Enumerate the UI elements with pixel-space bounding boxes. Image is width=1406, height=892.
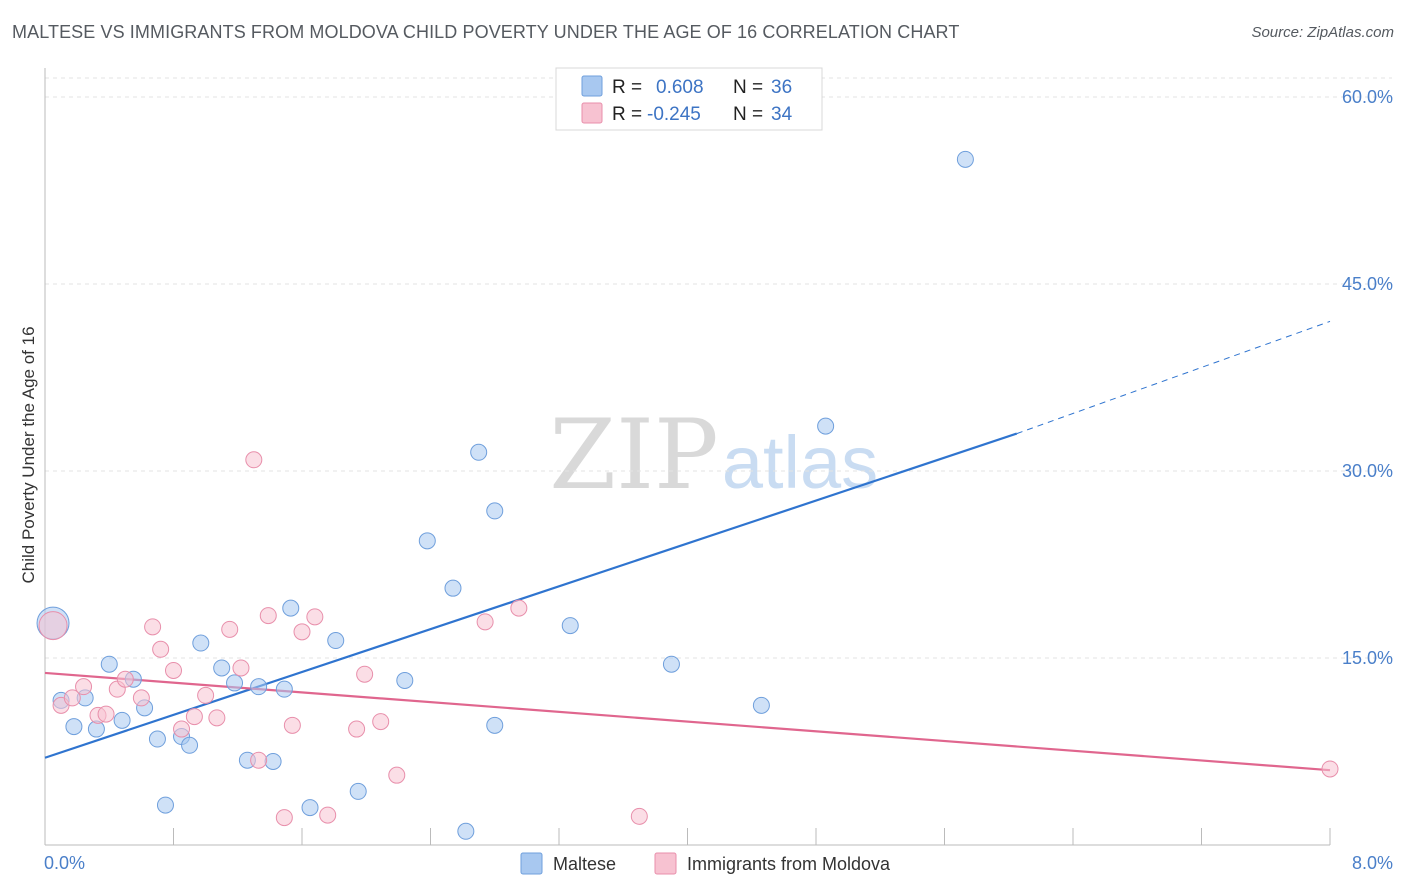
- point-maltese-21: [301, 799, 319, 817]
- point-maltese-9: [148, 730, 166, 748]
- point-maltese-13: [192, 634, 210, 652]
- point-maltese-10: [156, 796, 174, 814]
- point-moldova-14: [197, 686, 215, 704]
- point-moldova-16: [221, 620, 239, 638]
- x-tick-labels: 0.0% 8.0%: [44, 853, 1393, 873]
- legend-r-value-maltese: 0.608: [656, 77, 704, 98]
- point-moldova-33: [1321, 760, 1339, 778]
- point-moldova-9: [144, 618, 162, 636]
- point-moldova-13: [185, 708, 203, 726]
- point-maltese-26: [444, 579, 462, 597]
- legend-n-label-maltese: N =: [733, 77, 763, 98]
- y-tick-label-1: 30.0%: [1342, 461, 1393, 481]
- point-moldova-30: [476, 613, 494, 631]
- point-moldova-27: [356, 665, 374, 683]
- legend-r-label-moldova: R =: [612, 104, 642, 125]
- point-maltese-12: [181, 736, 199, 754]
- legend-r-label-maltese: R =: [612, 77, 642, 98]
- point-maltese-18: [264, 752, 282, 770]
- point-maltese-17: [250, 678, 268, 696]
- trend-line-extension-0: [1016, 320, 1331, 435]
- y-tick-label-3: 60.0%: [1342, 87, 1393, 107]
- point-moldova-23: [293, 623, 311, 641]
- bottom-legend-swatch-maltese: [520, 852, 543, 875]
- watermark-atlas: atlas: [722, 421, 878, 504]
- point-moldova-8: [132, 689, 150, 707]
- axes: [44, 68, 1331, 846]
- point-moldova-28: [372, 713, 390, 731]
- legend-swatch-moldova: [581, 102, 603, 124]
- point-maltese-35: [956, 150, 974, 168]
- point-moldova-5: [97, 705, 115, 723]
- point-moldova-21: [275, 809, 293, 827]
- bottom-legend-swatch-moldova: [654, 852, 677, 875]
- chart-source: Source: ZipAtlas.com: [1251, 24, 1394, 41]
- point-maltese-30: [486, 502, 504, 520]
- point-moldova-2: [63, 689, 81, 707]
- point-maltese-29: [486, 716, 504, 734]
- y-tick-label-2: 45.0%: [1342, 274, 1393, 294]
- point-maltese-22: [327, 632, 345, 650]
- legend-r-value-moldova: -0.245: [647, 104, 701, 125]
- series-legend: Maltese Immigrants from Moldova: [520, 852, 891, 875]
- point-maltese-27: [457, 822, 475, 840]
- y-tick-label-0: 15.0%: [1342, 648, 1393, 668]
- watermark: ZIP atlas: [549, 399, 878, 511]
- bottom-legend-label-moldova: Immigrants from Moldova: [687, 854, 891, 874]
- point-maltese-15: [226, 674, 244, 692]
- y-tick-labels: 15.0% 30.0% 45.0% 60.0%: [1342, 87, 1393, 668]
- watermark-zip: ZIP: [549, 399, 718, 511]
- point-maltese-34: [817, 417, 835, 435]
- point-moldova-26: [348, 720, 366, 738]
- legend-n-value-moldova: 34: [771, 104, 793, 125]
- point-moldova-24: [306, 608, 324, 626]
- x-tick-label-0: 0.0%: [44, 853, 85, 873]
- point-maltese-5: [100, 655, 118, 673]
- point-maltese-33: [752, 696, 770, 714]
- point-maltese-20: [282, 599, 300, 617]
- y-axis-label: Child Poverty Under the Age of 16: [19, 326, 38, 583]
- point-moldova-17: [232, 659, 250, 677]
- point-moldova-12: [173, 720, 191, 738]
- point-moldova-18: [245, 451, 263, 469]
- point-moldova-0: [38, 611, 68, 641]
- point-moldova-20: [259, 607, 277, 625]
- point-moldova-31: [510, 599, 528, 617]
- point-maltese-6: [113, 711, 131, 729]
- point-maltese-32: [662, 655, 680, 673]
- point-moldova-10: [152, 640, 170, 658]
- point-maltese-31: [561, 617, 579, 635]
- point-moldova-3: [75, 678, 93, 696]
- point-moldova-11: [165, 661, 182, 679]
- trend-lines: [44, 320, 1331, 772]
- point-moldova-19: [250, 751, 268, 769]
- point-maltese-24: [396, 671, 414, 689]
- legend-n-label-moldova: N =: [733, 104, 763, 125]
- point-moldova-32: [630, 807, 648, 825]
- point-moldova-15: [208, 709, 226, 727]
- legend-swatch-maltese: [581, 75, 603, 97]
- point-moldova-7: [116, 670, 134, 688]
- chart-title: MALTESE VS IMMIGRANTS FROM MOLDOVA CHILD…: [12, 22, 960, 42]
- point-maltese-2: [65, 718, 83, 736]
- scatter-points: [36, 150, 1339, 840]
- point-maltese-25: [418, 532, 436, 550]
- x-tick-label-1: 8.0%: [1352, 853, 1393, 873]
- point-maltese-19: [275, 680, 293, 698]
- bottom-legend-label-maltese: Maltese: [553, 854, 616, 874]
- point-maltese-28: [470, 443, 488, 461]
- point-moldova-29: [388, 766, 406, 784]
- grid: [45, 77, 1392, 659]
- point-moldova-22: [283, 716, 301, 734]
- point-maltese-14: [213, 659, 231, 677]
- correlation-legend: R = 0.608 N = 36 R = -0.245 N = 34: [555, 67, 823, 131]
- point-maltese-23: [349, 782, 367, 800]
- point-moldova-25: [319, 806, 337, 824]
- legend-n-value-maltese: 36: [771, 77, 792, 98]
